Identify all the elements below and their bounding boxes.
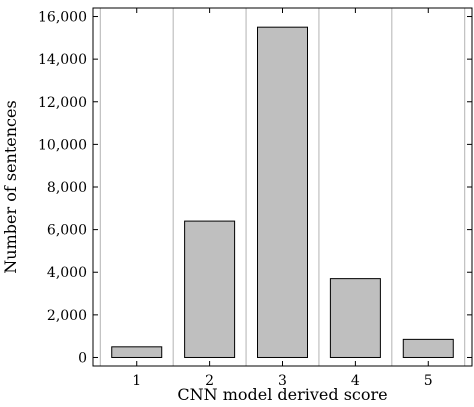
x-tick-label: 4 [351,373,360,389]
bars-group [111,26,454,358]
y-ticks: 0 2,000 4,000 6,000 8,000 10,000 12,000 14,000 1… [38,10,472,366]
bar-4 [329,278,381,358]
y-tick-label: 0 [78,350,87,366]
y-tick-label: 10,000 [38,137,87,153]
y-tick-label: 14,000 [38,52,87,68]
x-tick-label: 5 [424,373,433,389]
x-tick-label: 1 [132,373,141,389]
x-tick-label: 3 [278,373,287,389]
bar-5 [402,338,454,358]
y-axis-label: Number of sentences [1,100,20,273]
y-tick-label: 8,000 [47,180,87,196]
x-tick-label: 2 [205,373,214,389]
x-axis-label: CNN model derived score [177,385,387,404]
plot-frame [92,7,473,367]
y-tick-label: 12,000 [38,95,87,111]
y-tick-label: 6,000 [47,223,87,239]
bar-3 [257,26,308,358]
y-tick-label: 4,000 [47,265,87,281]
gridlines [99,8,466,366]
x-ticks: 1 2 3 4 5 [132,8,433,389]
bar-2 [184,220,236,358]
y-tick-label: 2,000 [47,308,87,324]
bar-1 [111,346,163,358]
y-tick-label: 16,000 [38,10,87,26]
